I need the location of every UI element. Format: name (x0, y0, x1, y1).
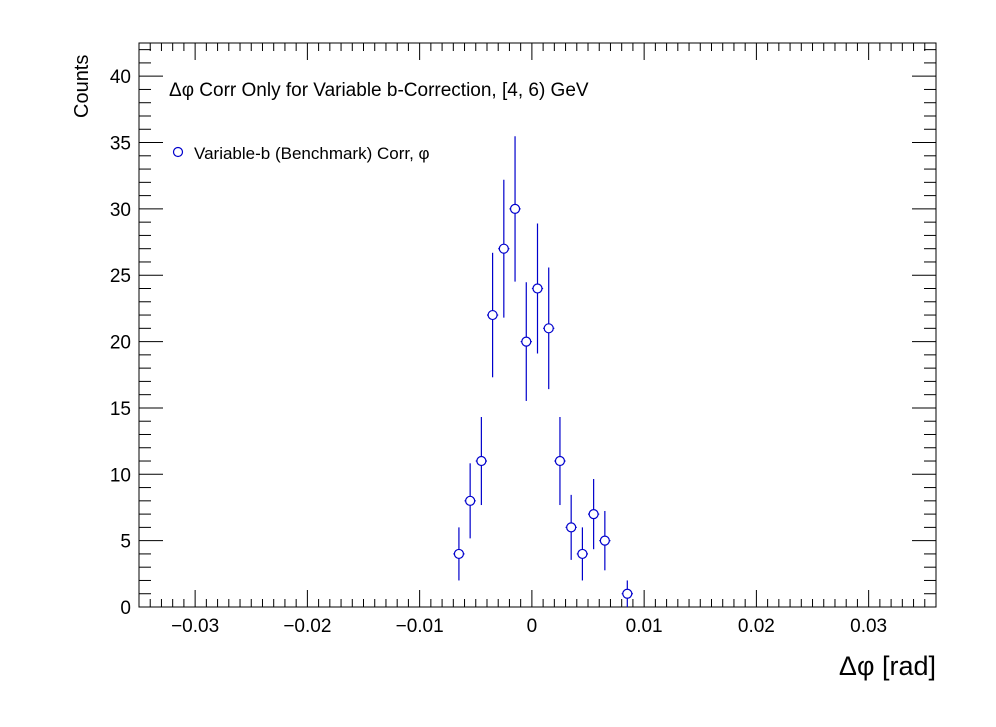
legend-marker-icon (172, 146, 184, 158)
y-tick-label: 30 (110, 200, 131, 221)
data-point (588, 509, 599, 520)
y-tick-label: 35 (110, 134, 131, 155)
data-point (498, 243, 509, 254)
chart-title: Δφ Corr Only for Variable b-Correction, … (169, 80, 589, 101)
y-tick-label: 40 (110, 67, 131, 88)
data-point (599, 535, 610, 546)
legend: Variable-b (Benchmark) Corr, φ (172, 144, 430, 163)
data-point (566, 522, 577, 533)
data-point (487, 309, 498, 321)
y-tick-label: 25 (110, 266, 131, 287)
data-point (465, 495, 476, 506)
x-tick-label: 0.02 (738, 616, 775, 637)
x-axis-label: Δφ [rad] (839, 651, 936, 681)
x-tick-label: 0 (527, 616, 538, 637)
x-tick-label: 0.03 (850, 616, 887, 637)
data-point (577, 548, 588, 560)
y-tick-label: 0 (120, 598, 131, 619)
legend-entry-label: Variable-b (Benchmark) Corr, φ (194, 144, 430, 163)
plot-frame (138, 42, 937, 608)
data-point (543, 323, 554, 334)
y-tick-label: 20 (110, 333, 131, 354)
y-axis-label: Counts (71, 55, 93, 118)
x-tick-label: −0.02 (283, 616, 331, 637)
data-point (453, 548, 465, 560)
data-point (521, 336, 532, 347)
points-layer (453, 136, 633, 607)
y-tick-label: 15 (110, 399, 131, 420)
data-point (476, 455, 487, 467)
ticks-layer: −0.03 −0.02 −0.01 0 0.01 0.02 0.03 0 5 10 15 20 25 30… (110, 43, 937, 637)
x-tick-label: −0.03 (171, 616, 219, 637)
data-point (532, 283, 543, 294)
y-tick-label: 10 (110, 465, 131, 486)
data-point (622, 588, 633, 599)
data-point (509, 203, 521, 214)
data-point (554, 455, 566, 467)
x-tick-label: −0.01 (396, 616, 444, 637)
x-tick-label: 0.01 (626, 616, 663, 637)
y-tick-label: 5 (120, 532, 131, 553)
